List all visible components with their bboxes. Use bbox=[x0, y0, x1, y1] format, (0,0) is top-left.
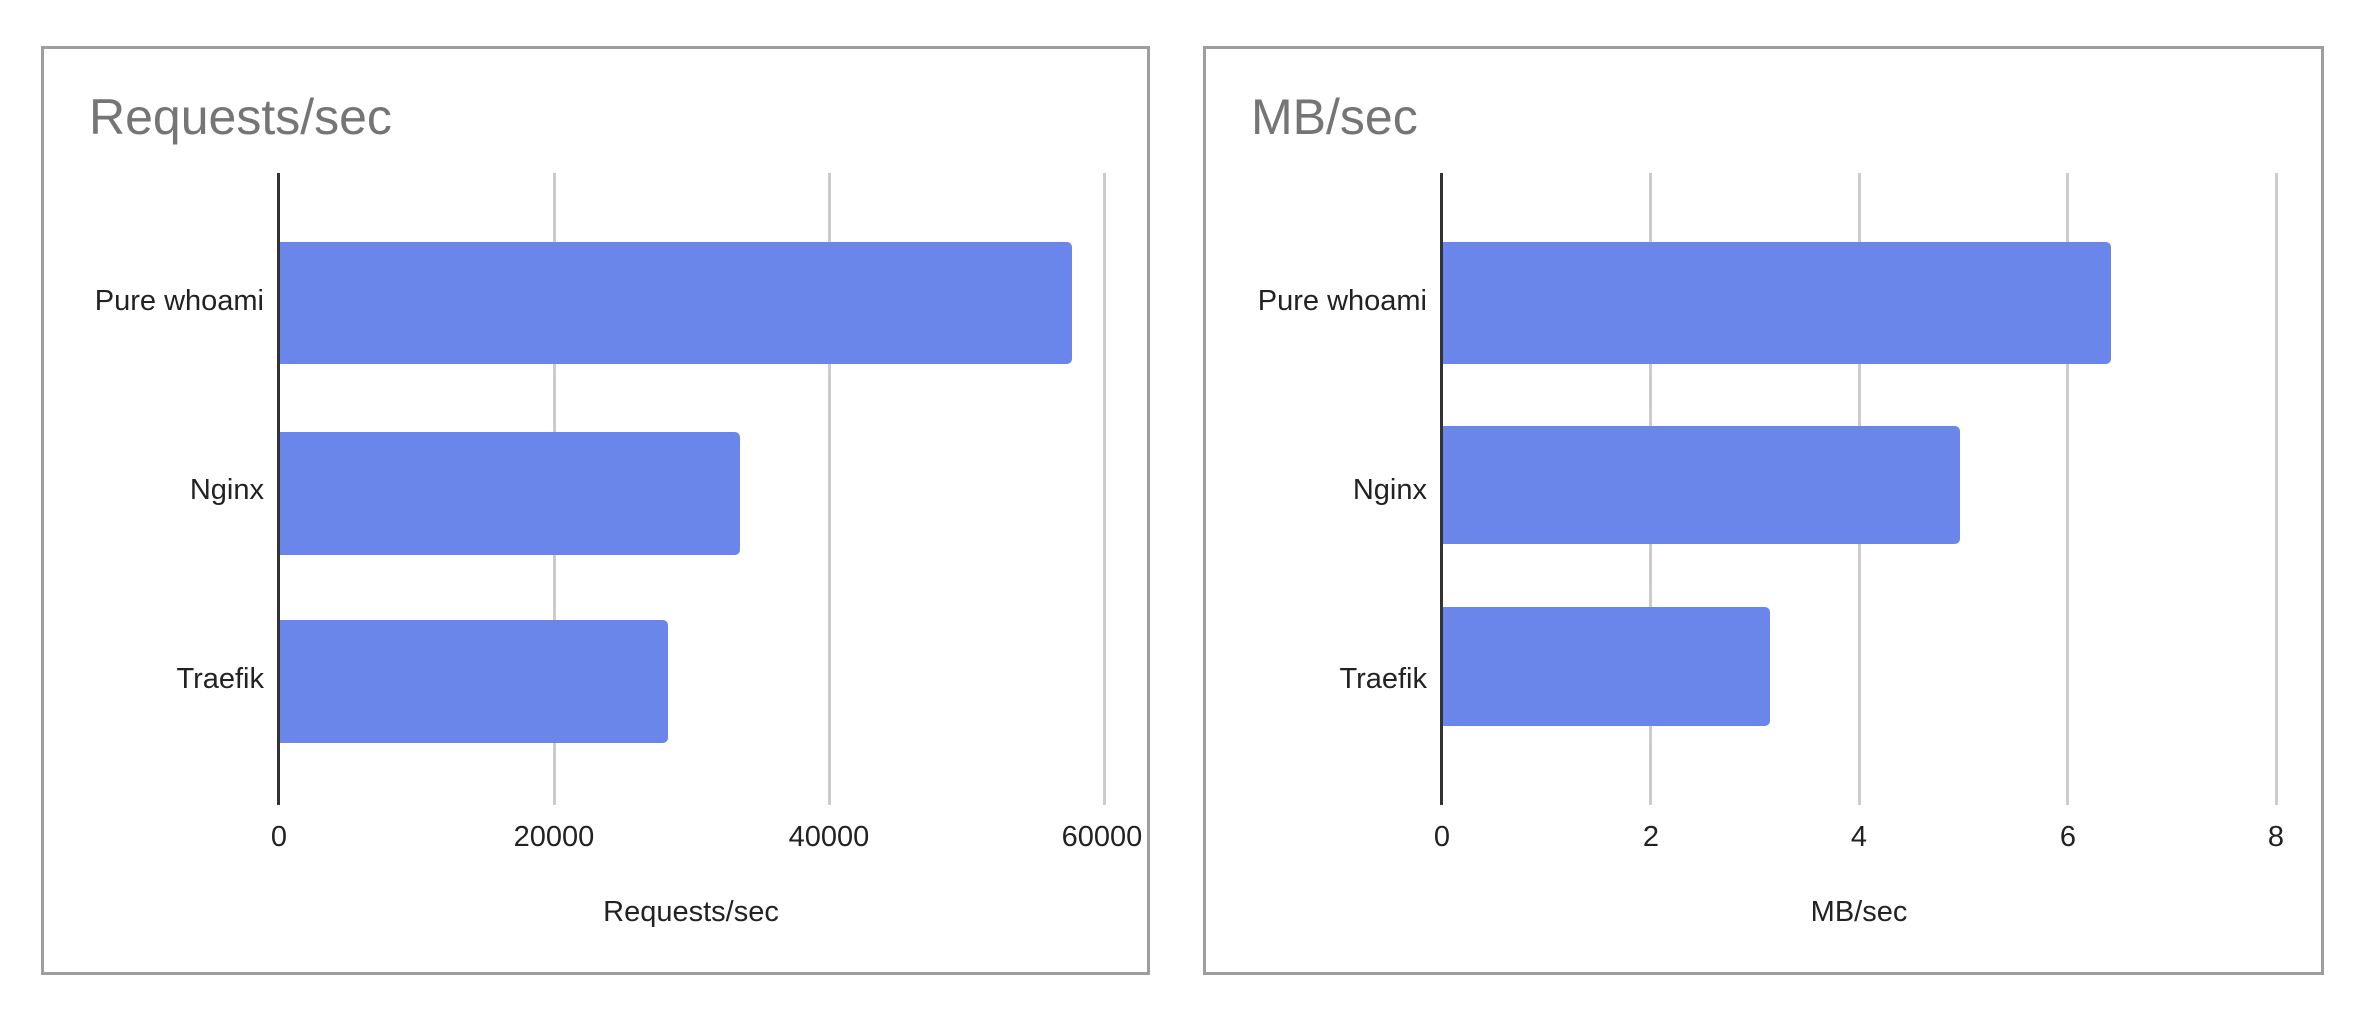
x-tick-label: 20000 bbox=[513, 821, 595, 853]
bar-nginx[interactable] bbox=[1442, 426, 1960, 544]
bar-traefik[interactable] bbox=[279, 620, 668, 743]
y-axis-line bbox=[277, 173, 280, 805]
x-tick-label: 0 bbox=[270, 821, 288, 853]
x-tick-label: 8 bbox=[2267, 821, 2285, 853]
category-label: Pure whoami bbox=[1257, 285, 1427, 317]
category-label: Nginx bbox=[189, 474, 264, 506]
bar-nginx[interactable] bbox=[279, 432, 740, 555]
category-label: Nginx bbox=[1352, 474, 1427, 506]
gridline bbox=[2066, 173, 2069, 805]
gridline bbox=[2275, 173, 2278, 805]
category-label: Traefik bbox=[176, 663, 264, 695]
gridline bbox=[828, 173, 831, 805]
category-label: Pure whoami bbox=[94, 285, 264, 317]
x-tick-label: 2 bbox=[1642, 821, 1660, 853]
category-label: Traefik bbox=[1339, 663, 1427, 695]
x-tick-label: 6 bbox=[2059, 821, 2077, 853]
x-tick-label: 4 bbox=[1850, 821, 1868, 853]
bar-pure-whoami[interactable] bbox=[1442, 242, 2111, 364]
y-axis-line bbox=[1440, 173, 1443, 805]
chart-title: Requests/sec bbox=[89, 89, 392, 145]
bar-pure-whoami[interactable] bbox=[279, 242, 1072, 364]
chart-title: MB/sec bbox=[1251, 89, 1418, 145]
x-axis-title: Requests/sec bbox=[603, 896, 779, 928]
x-tick-label: 60000 bbox=[1061, 821, 1143, 853]
x-tick-label: 40000 bbox=[788, 821, 870, 853]
bar-traefik[interactable] bbox=[1442, 607, 1770, 726]
gridline bbox=[1103, 173, 1106, 805]
x-tick-label: 0 bbox=[1433, 821, 1451, 853]
x-axis-title: MB/sec bbox=[1810, 896, 1908, 928]
